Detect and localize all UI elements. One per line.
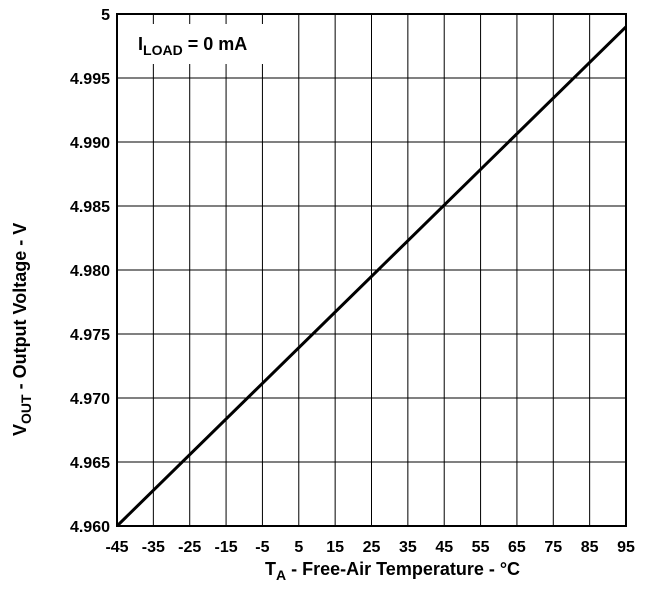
y-tick-label: 4.960	[70, 519, 110, 536]
x-axis-label-main: T	[265, 559, 276, 579]
y-tick-label: 4.985	[70, 199, 110, 216]
y-axis-label: VOUT - Output Voltage - V	[10, 223, 34, 436]
x-tick-label: 5	[294, 539, 303, 556]
x-tick-label: 35	[399, 539, 417, 556]
plot-area-frame	[116, 13, 627, 527]
y-tick-label: 4.990	[70, 135, 110, 152]
y-tick-label: 4.965	[70, 455, 110, 472]
y-axis-label-rest: - Output Voltage - V	[10, 223, 30, 395]
x-tick-labels: -45 -35 -25 -15 -5 5 15 25 35 45 55 65 75 85 95	[105, 539, 635, 556]
y-axis-label-main: V	[10, 424, 30, 436]
x-tick-label: -45	[105, 539, 128, 556]
x-tick-label: -15	[215, 539, 238, 556]
x-tick-label: 15	[326, 539, 344, 556]
y-tick-label: 4.980	[70, 263, 110, 280]
x-tick-label: 75	[544, 539, 562, 556]
y-tick-labels: 4.960 4.965 4.970 4.975 4.980 4.985 4.990 4.995…	[70, 7, 110, 536]
annotation-label: ILOAD = 0 mA	[138, 34, 247, 58]
series-layer	[115, 25, 628, 528]
y-tick-label: 4.970	[70, 391, 110, 408]
y-tick-label: 4.975	[70, 327, 110, 344]
series-line	[115, 25, 628, 528]
x-axis-label-sub: A	[276, 567, 286, 583]
x-tick-label: 55	[472, 539, 490, 556]
x-tick-label: 85	[581, 539, 599, 556]
x-tick-label: 95	[617, 539, 635, 556]
x-tick-label: 45	[435, 539, 453, 556]
y-axis-label-sub: OUT	[18, 394, 34, 424]
x-tick-label: -35	[142, 539, 165, 556]
y-tick-label: 4.995	[70, 71, 110, 88]
x-tick-label: 65	[508, 539, 526, 556]
x-axis-label-rest: - Free-Air Temperature - °C	[286, 559, 520, 579]
x-tick-label: 25	[363, 539, 381, 556]
x-axis-label: TA - Free-Air Temperature - °C	[265, 559, 520, 583]
x-tick-label: -25	[178, 539, 201, 556]
annotation-rest: = 0 mA	[183, 34, 248, 54]
x-tick-label: -5	[255, 539, 269, 556]
annotation-sub: LOAD	[143, 42, 183, 58]
annotation-main: I	[138, 34, 143, 54]
y-tick-label: 5	[101, 7, 110, 24]
annotation-background	[127, 24, 277, 64]
